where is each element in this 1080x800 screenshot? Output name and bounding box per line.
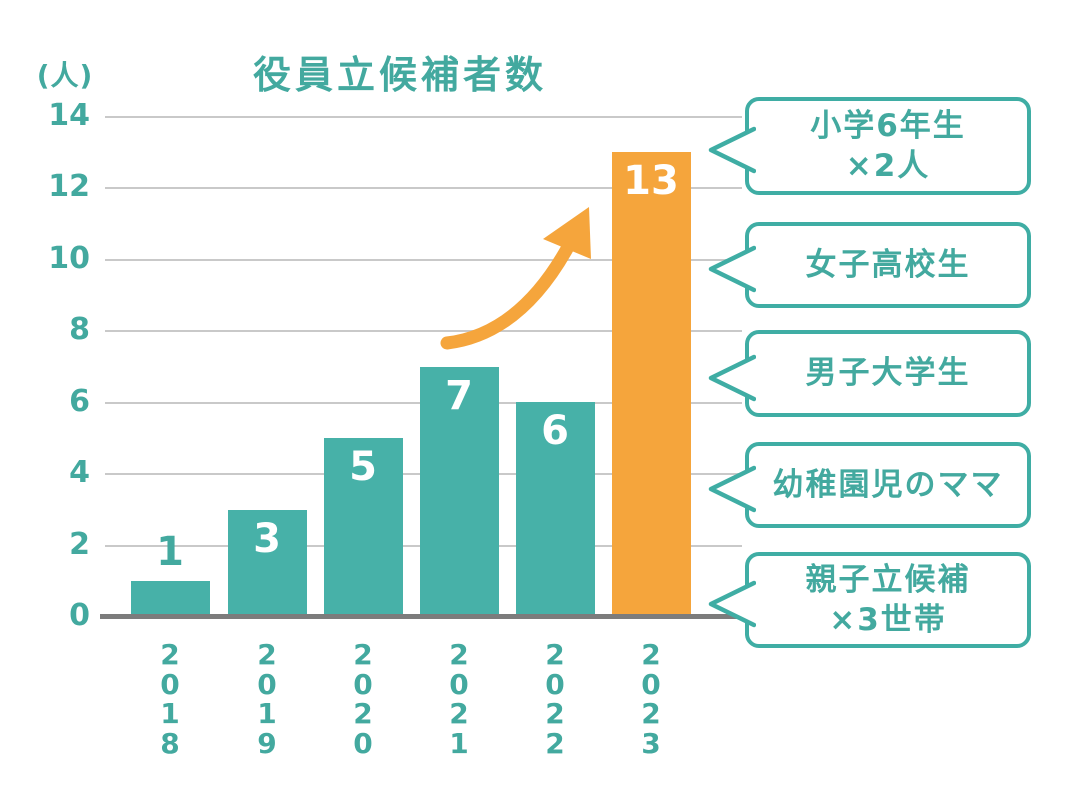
- bar-value-label: 5: [349, 444, 377, 490]
- x-axis-line: [100, 614, 747, 619]
- bar-2021: [419, 367, 499, 617]
- x-tick-label-2021: 2 0 2 1: [449, 638, 469, 761]
- gridline-y8: [105, 330, 742, 332]
- bar-2022: [515, 402, 595, 617]
- callout-tail-icon: [708, 126, 756, 174]
- callout-tail-icon: [708, 354, 756, 401]
- bar-2023: [611, 152, 691, 617]
- callout-box-5: 親子立候補 ×3世帯: [708, 552, 1031, 648]
- x-tick-label-2023: 2 0 2 3: [641, 638, 661, 761]
- y-tick-label: 10: [48, 240, 90, 276]
- x-tick-label-2020: 2 0 2 0: [353, 638, 373, 761]
- x-tick-label-2022: 2 0 2 2: [545, 638, 565, 761]
- callout-text: ×2人: [845, 148, 931, 184]
- bar-value-label: 6: [541, 408, 569, 454]
- y-tick-label: 14: [48, 97, 90, 133]
- x-tick-label-2019: 2 0 1 9: [257, 638, 277, 761]
- callout-text: ×3世帯: [829, 602, 947, 638]
- callout-tail-icon: [708, 245, 756, 293]
- callout-tail-icon: [708, 580, 756, 628]
- callout-box-3: 男子大学生: [708, 330, 1031, 417]
- callout-text: 女子高校生: [805, 246, 971, 283]
- y-tick-label: 8: [69, 312, 90, 347]
- y-tick-label: 4: [69, 455, 90, 490]
- x-tick-label-2018: 2 0 1 8: [160, 638, 180, 761]
- bar-2020: [323, 438, 403, 617]
- y-tick-label: 0: [69, 598, 90, 633]
- callout-text: 小学6年生: [810, 107, 966, 144]
- callout-text: 男子大学生: [805, 355, 971, 392]
- bar-value-label: 3: [253, 516, 281, 562]
- callout-box-4: 幼稚園児のママ: [708, 442, 1031, 528]
- callout-text: 幼稚園児のママ: [772, 466, 1004, 503]
- callout-text: 親子立候補: [805, 561, 971, 598]
- callout-tail-icon: [708, 465, 756, 513]
- y-tick-label: 6: [69, 383, 90, 419]
- y-axis-unit-label: (人): [36, 59, 94, 92]
- bar-2019: [227, 510, 307, 617]
- callout-box-1: 小学6年生 ×2人: [708, 97, 1031, 195]
- y-tick-label: 2: [69, 526, 90, 562]
- bar-value-label: 1: [156, 529, 184, 575]
- gridline-y12: [105, 187, 742, 189]
- y-tick-label: 12: [48, 169, 90, 204]
- bar-value-label: 13: [623, 158, 679, 204]
- callout-box-2: 女子高校生: [708, 222, 1031, 308]
- gridline-y14: [105, 115, 742, 118]
- gridline-y10: [105, 258, 742, 261]
- bar-value-label: 7: [445, 373, 473, 419]
- chart-title: 役員立候補者数: [252, 53, 547, 97]
- bar-2018: [130, 581, 210, 617]
